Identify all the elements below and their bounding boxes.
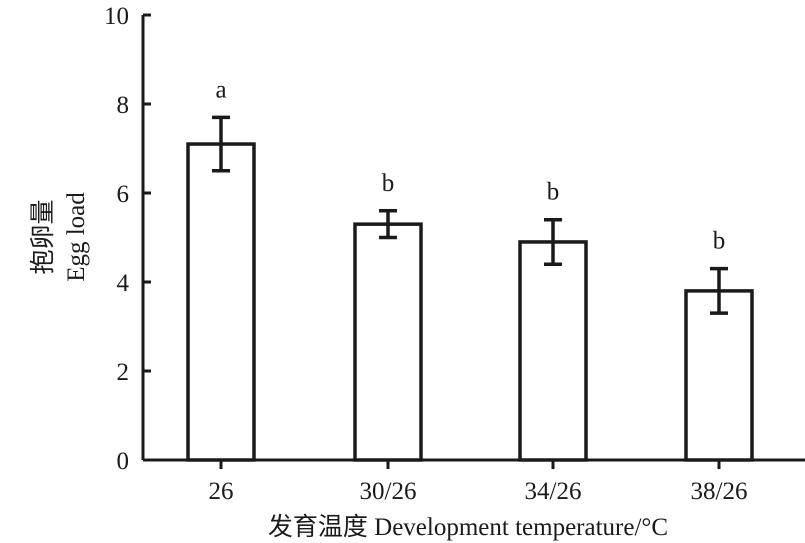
x-tick-label: 26 <box>209 478 234 505</box>
y-tick-label: 0 <box>117 448 130 475</box>
x-tick-label: 38/26 <box>691 478 748 505</box>
significance-label: a <box>215 76 226 103</box>
significance-labels-group: a b b b <box>215 76 725 254</box>
bar <box>353 222 423 462</box>
x-axis-title: 发育温度 Development temperature/°C <box>268 513 668 541</box>
y-tick-labels-group: 0 2 4 6 8 10 <box>104 3 130 475</box>
bar <box>518 240 588 462</box>
bars-group <box>186 142 754 462</box>
y-tick-label: 2 <box>117 359 130 386</box>
significance-label: b <box>547 179 560 206</box>
y-tick-label: 8 <box>117 92 130 119</box>
y-tick-label: 10 <box>104 3 129 30</box>
y-tick-label: 6 <box>117 181 130 208</box>
x-tick-label: 30/26 <box>360 478 417 505</box>
y-tick-label: 4 <box>117 270 130 297</box>
x-tick-labels-group: 26 30/26 34/26 38/26 <box>209 478 748 505</box>
error-bars-group <box>212 115 728 315</box>
significance-label: b <box>713 228 726 255</box>
y-axis-title-en: Egg load <box>63 192 90 282</box>
bar <box>186 142 256 462</box>
x-tick-label: 34/26 <box>525 478 582 505</box>
y-axis-title-cn: 抱卵量 <box>29 199 57 274</box>
bar <box>684 289 754 462</box>
significance-label: b <box>382 170 395 197</box>
